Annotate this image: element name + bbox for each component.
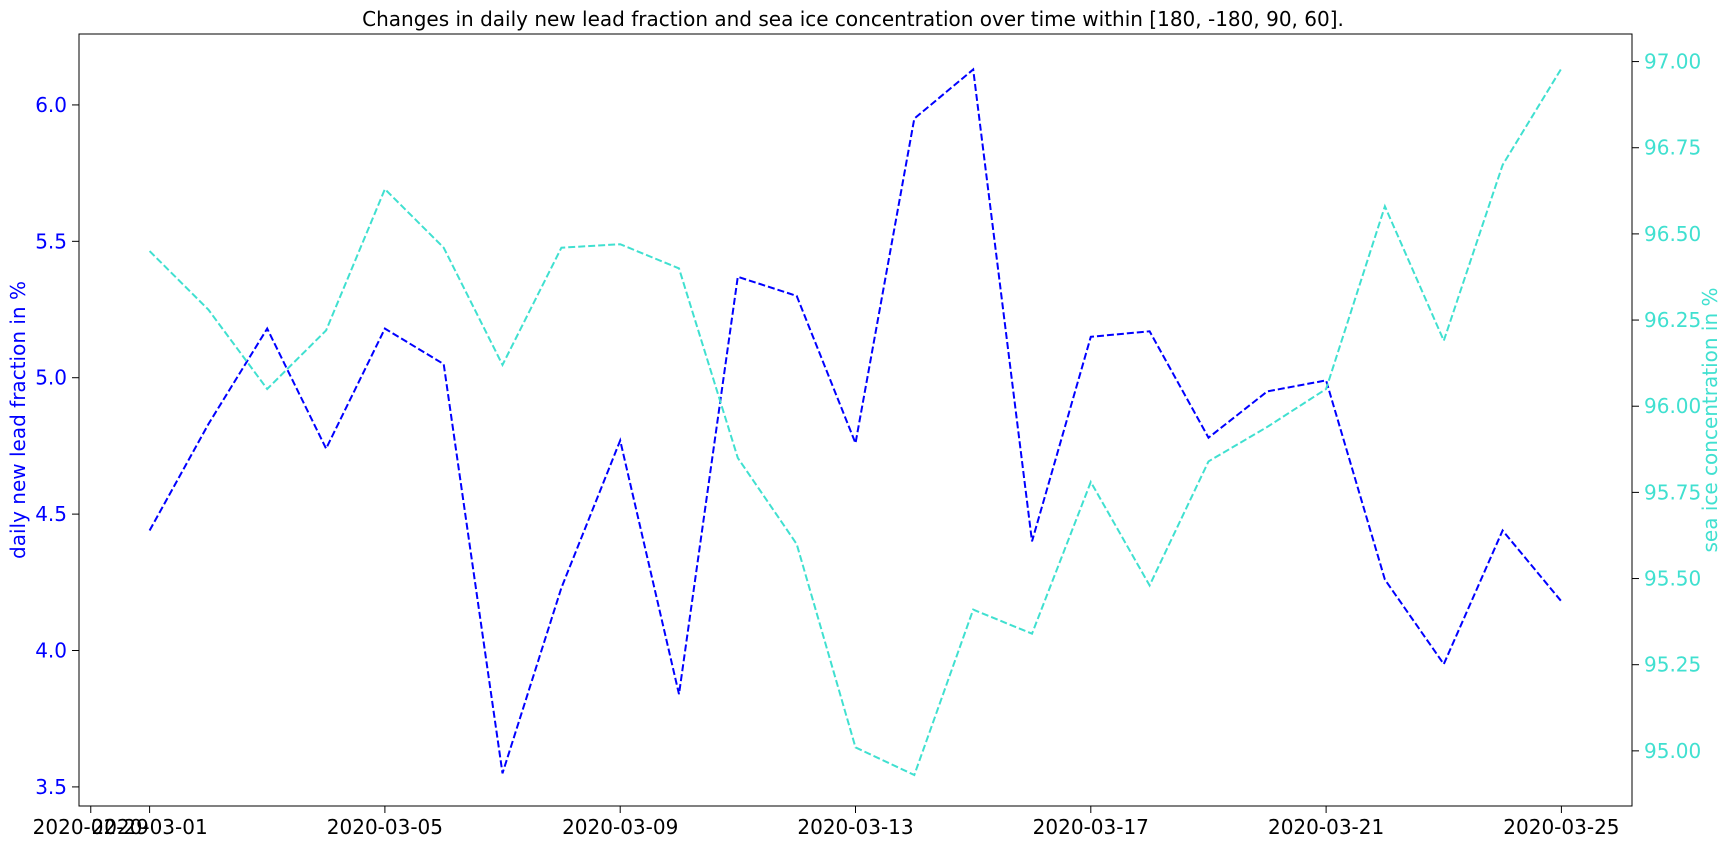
right-tick-label: 95.25 xyxy=(1644,653,1701,677)
x-tick-label: 2020-03-21 xyxy=(1268,815,1384,839)
right-tick-label: 95.00 xyxy=(1644,739,1701,763)
right-tick-label: 97.00 xyxy=(1644,50,1701,74)
right-tick-label: 96.75 xyxy=(1644,136,1701,160)
x-tick-label: 2020-03-13 xyxy=(797,815,913,839)
x-tick-label: 2020-03-01 xyxy=(91,815,207,839)
x-tick-label: 2020-03-05 xyxy=(327,815,443,839)
left-tick-label: 5.0 xyxy=(35,366,67,390)
x-tick-label: 2020-02-29 xyxy=(33,815,149,839)
sea-ice-concentration-line xyxy=(148,67,1563,777)
right-axis-label: sea ice concentration in % xyxy=(1698,287,1722,552)
chart-title: Changes in daily new lead fraction and s… xyxy=(362,7,1344,31)
left-tick-label: 3.5 xyxy=(35,775,67,799)
left-tick-label: 4.5 xyxy=(35,502,67,526)
right-tick-label: 96.50 xyxy=(1644,222,1701,246)
left-y-axis: 3.5 4.0 4.5 5.0 5.5 6.0 xyxy=(35,93,79,799)
left-tick-label: 5.5 xyxy=(35,229,67,253)
left-axis-label: daily new lead fraction in % xyxy=(6,281,30,559)
x-tick-label: 2020-03-09 xyxy=(562,815,678,839)
right-tick-label: 95.50 xyxy=(1644,567,1701,591)
lead-fraction-line xyxy=(148,67,1563,774)
right-tick-label: 96.25 xyxy=(1644,308,1701,332)
right-y-axis: 95.00 95.25 95.50 95.75 96.00 96.25 96.50 96.75… xyxy=(1632,50,1701,763)
right-tick-label: 96.00 xyxy=(1644,394,1701,418)
x-tick-label: 2020-03-17 xyxy=(1033,815,1149,839)
left-tick-label: 6.0 xyxy=(35,93,67,117)
left-tick-label: 4.0 xyxy=(35,639,67,663)
right-tick-label: 95.75 xyxy=(1644,480,1701,504)
x-tick-label: 2020-03-25 xyxy=(1503,815,1619,839)
series-layer xyxy=(148,67,1563,777)
